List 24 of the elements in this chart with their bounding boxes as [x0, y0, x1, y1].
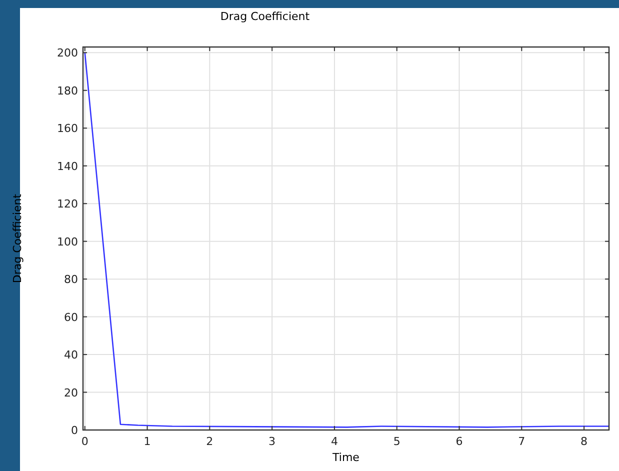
x-axis-title: Time	[332, 451, 360, 464]
y-tick-label: 180	[57, 84, 78, 98]
x-tick-label: 1	[144, 435, 151, 448]
y-tick-label: 160	[57, 122, 78, 136]
y-axis-title: Drag Coefficient	[11, 193, 24, 284]
x-tick-label: 4	[330, 435, 338, 448]
y-tick-label: 60	[64, 310, 78, 324]
x-tick-label: 3	[268, 435, 276, 448]
line-series	[84, 52, 610, 428]
chart-title: Drag Coefficient	[220, 10, 310, 23]
x-tick-label: 0	[81, 435, 88, 448]
y-tick-label: 40	[64, 348, 78, 362]
x-tick-label: 7	[518, 435, 526, 448]
y-tick-label: 100	[57, 235, 78, 248]
x-tick-label: 2	[206, 435, 214, 448]
x-tick-label: 5	[393, 435, 400, 448]
y-tick-label: 0	[71, 424, 78, 437]
y-tick-label: 120	[57, 198, 78, 211]
y-tick-label: 20	[64, 386, 78, 400]
y-tick-label: 200	[57, 46, 78, 60]
x-tick-label: 6	[456, 435, 463, 448]
x-tick-label: 8	[580, 435, 588, 448]
y-tick-label: 80	[64, 273, 78, 286]
y-tick-label: 140	[57, 160, 78, 173]
